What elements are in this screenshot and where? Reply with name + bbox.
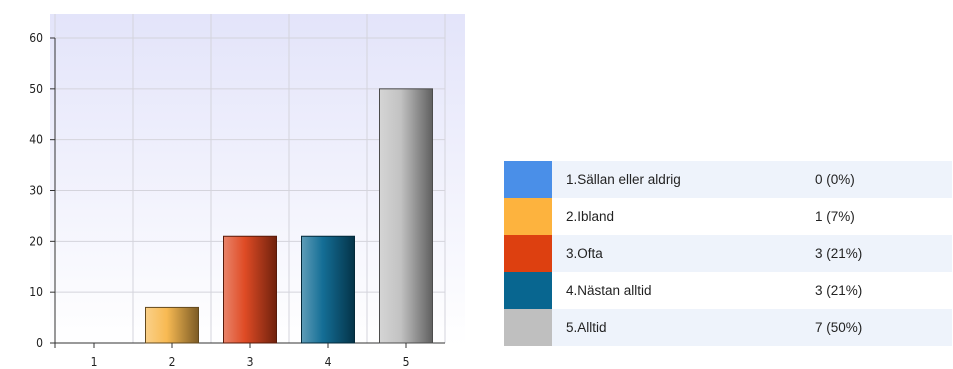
legend-label: 5.Alltid: [552, 309, 801, 346]
bar-2: [145, 306, 199, 344]
x-tick-label: 5: [403, 355, 410, 369]
bar-5: [379, 88, 433, 344]
y-tick-label: 30: [29, 184, 43, 198]
x-tick-label: 3: [247, 355, 254, 369]
x-tick-label: 1: [91, 355, 98, 369]
legend-swatch: [504, 235, 552, 272]
legend-value: 3 (21%): [801, 235, 952, 272]
legend-row: 5.Alltid 7 (50%): [504, 309, 952, 346]
legend-value: 1 (7%): [801, 198, 952, 235]
legend-row: 3.Ofta 3 (21%): [504, 235, 952, 272]
legend-swatch: [504, 161, 552, 198]
x-tick-label: 4: [325, 355, 332, 369]
legend-swatch: [504, 272, 552, 309]
legend-row: 1.Sällan eller aldrig 0 (0%): [504, 161, 952, 198]
legend-swatch: [504, 198, 552, 235]
y-tick-label: 0: [36, 336, 43, 350]
legend-label: 1.Sällan eller aldrig: [552, 161, 801, 198]
x-tick-label: 2: [169, 355, 176, 369]
legend-swatch: [504, 309, 552, 346]
bar-chart: 0 10 20 30 40 50 60 1 2 3 4 5: [0, 0, 470, 369]
legend-row: 2.Ibland 1 (7%): [504, 198, 952, 235]
legend-label: 2.Ibland: [552, 198, 801, 235]
y-tick-label: 60: [29, 31, 43, 45]
bar-4: [301, 235, 355, 344]
legend-value: 3 (21%): [801, 272, 952, 309]
legend-value: 7 (50%): [801, 309, 952, 346]
legend-label: 4.Nästan alltid: [552, 272, 801, 309]
legend-label: 3.Ofta: [552, 235, 801, 272]
y-tick-label: 50: [29, 82, 43, 96]
legend-row: 4.Nästan alltid 3 (21%): [504, 272, 952, 309]
y-tick-label: 10: [29, 285, 43, 299]
y-tick-label: 40: [29, 133, 43, 147]
bar-3: [223, 235, 277, 344]
legend-table: 1.Sällan eller aldrig 0 (0%) 2.Ibland 1 (7%…: [504, 161, 952, 346]
chart-canvas: 0 10 20 30 40 50 60 1 2 3 4 5: [29, 14, 465, 369]
legend-value: 0 (0%): [801, 161, 952, 198]
y-tick-label: 20: [29, 234, 43, 248]
